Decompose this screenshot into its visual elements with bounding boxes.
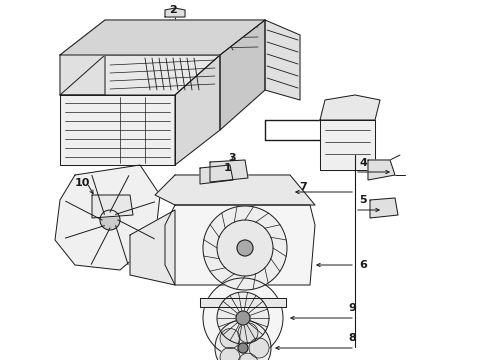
Text: 5: 5 [359,195,367,205]
Polygon shape [320,120,375,170]
Circle shape [217,220,273,276]
Polygon shape [370,198,398,218]
Polygon shape [55,165,160,270]
Polygon shape [175,55,220,165]
Text: 3: 3 [228,153,236,163]
Polygon shape [368,160,395,180]
Polygon shape [60,95,175,165]
Circle shape [237,240,253,256]
Circle shape [203,278,283,358]
Polygon shape [60,20,105,95]
Text: 4: 4 [359,158,367,168]
Polygon shape [220,20,265,130]
Polygon shape [200,298,286,307]
Circle shape [203,206,287,290]
Polygon shape [265,20,300,100]
Polygon shape [210,160,248,182]
Circle shape [238,323,258,343]
Polygon shape [320,95,380,120]
Circle shape [238,343,248,353]
Circle shape [215,320,271,360]
Text: 9: 9 [348,303,356,313]
Polygon shape [165,8,185,17]
Text: 10: 10 [74,178,90,188]
Circle shape [236,311,250,325]
Polygon shape [60,20,265,55]
Polygon shape [200,165,233,184]
Text: 6: 6 [359,260,367,270]
Circle shape [220,347,240,360]
Polygon shape [130,210,175,285]
Polygon shape [165,205,315,285]
Circle shape [220,329,240,348]
Text: 7: 7 [299,182,307,192]
Circle shape [238,353,258,360]
Text: 8: 8 [348,333,356,343]
Polygon shape [155,175,315,205]
Polygon shape [92,195,133,218]
Circle shape [217,292,269,344]
Circle shape [100,210,120,230]
Circle shape [249,338,269,358]
Text: 2: 2 [169,5,177,15]
Polygon shape [60,55,220,95]
Text: 1: 1 [224,163,232,173]
